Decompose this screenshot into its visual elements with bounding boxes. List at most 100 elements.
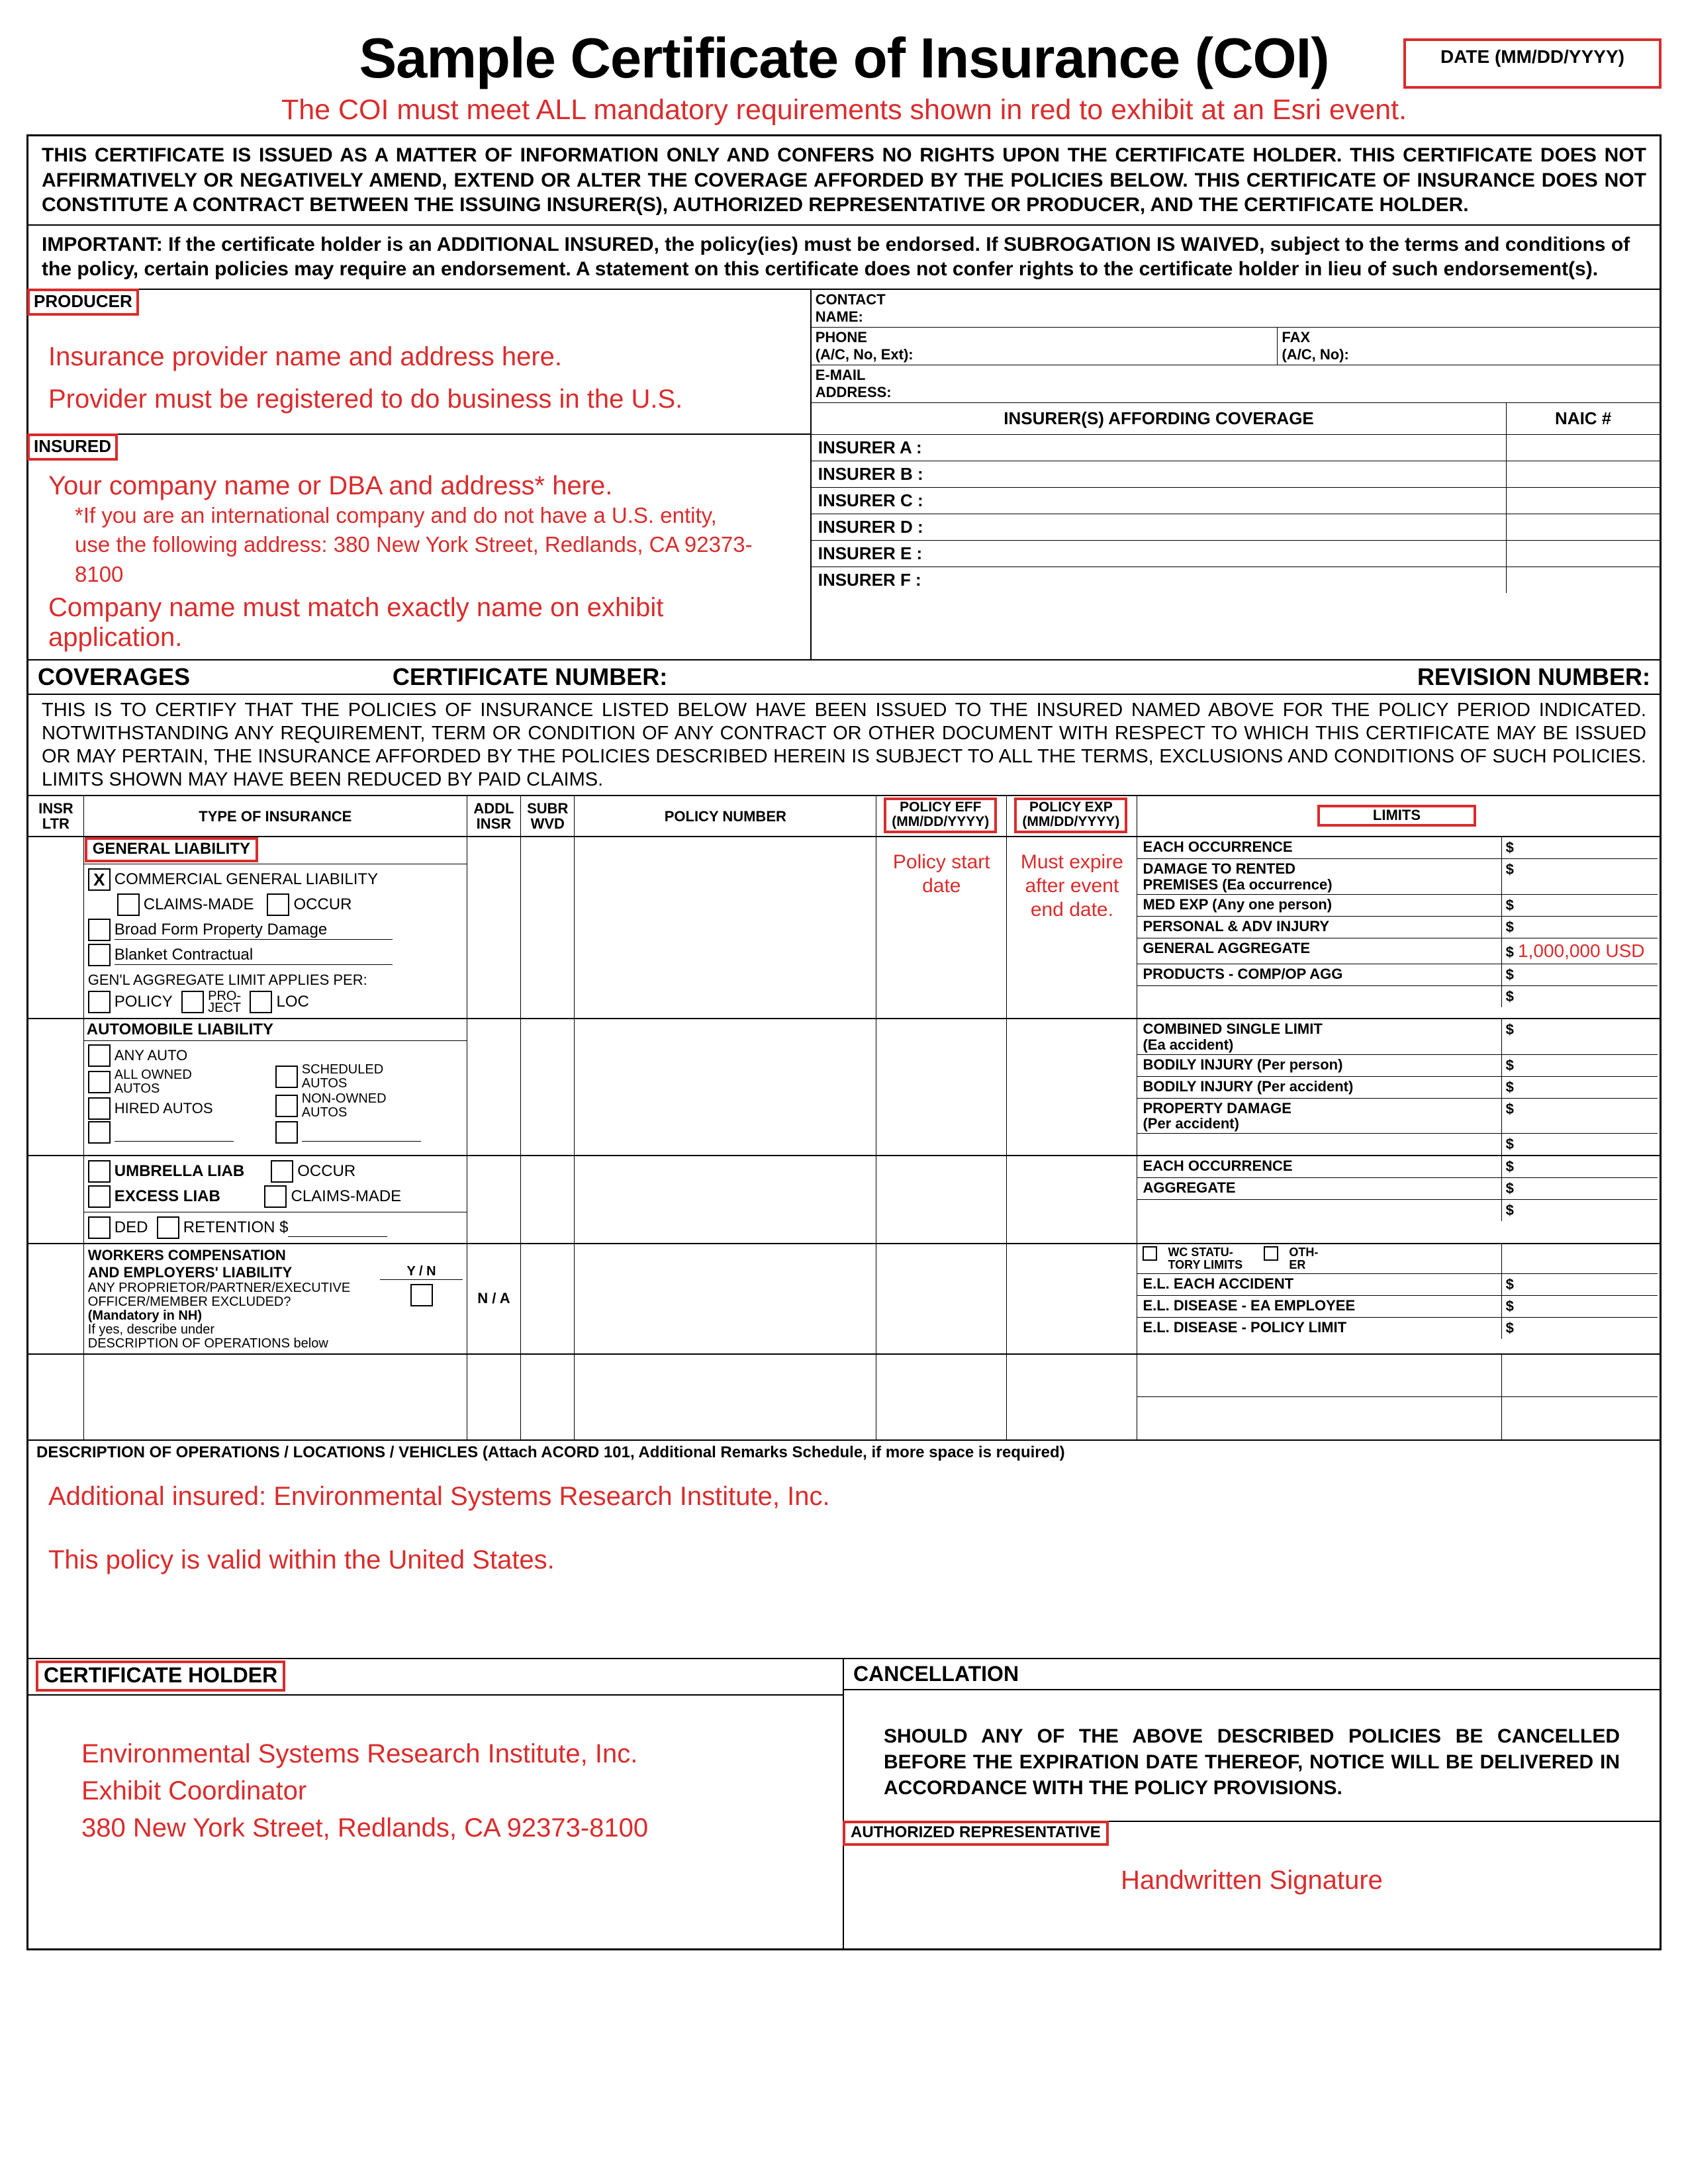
cb-project[interactable] xyxy=(181,991,204,1013)
dollar-sign: $ xyxy=(1502,1134,1658,1155)
cb-broad[interactable] xyxy=(88,919,111,941)
subtitle: The COI must meet ALL mandatory requirem… xyxy=(26,94,1662,126)
dollar-sign: $ xyxy=(1502,964,1658,985)
desc-line2: This policy is valid within the United S… xyxy=(48,1541,1640,1578)
cb-non-owned[interactable] xyxy=(275,1095,298,1117)
general-liability-heading: GENERAL LIABILITY xyxy=(85,837,258,862)
dollar-sign: $ xyxy=(1502,1077,1658,1098)
umb-occur-label: OCCUR xyxy=(297,1162,355,1181)
coverages-heading: COVERAGES xyxy=(38,663,393,691)
cb-hired[interactable] xyxy=(88,1097,111,1120)
cb-umb-occur[interactable] xyxy=(271,1160,293,1183)
cancellation-label: CANCELLATION xyxy=(844,1659,1660,1690)
cb-claims-made[interactable] xyxy=(117,893,140,916)
excess-label: EXCESS LIAB xyxy=(115,1187,220,1206)
dollar-sign: $ xyxy=(1502,1274,1658,1295)
auth-rep-label: AUTHORIZED REPRESENTATIVE xyxy=(843,1821,1109,1846)
policy-start-note: Policy start date xyxy=(876,837,1006,911)
cb-blanket[interactable] xyxy=(88,944,111,966)
cb-excess[interactable] xyxy=(88,1185,111,1208)
cb-commercial-gl[interactable]: X xyxy=(88,868,111,891)
desc-line1: Additional insured: Environmental System… xyxy=(48,1478,1640,1515)
blanket-label: Blanket Contractual xyxy=(115,946,393,965)
commercial-gl-label: COMMERCIAL GENERAL LIABILITY xyxy=(115,870,378,889)
lim-each-occurrence: EACH OCCURRENCE xyxy=(1137,837,1501,858)
insured-label: INSURED xyxy=(27,433,118,461)
yn-label: Y / N xyxy=(380,1264,463,1280)
occur-label: OCCUR xyxy=(293,895,352,914)
insured-note-2: *If you are an international company and… xyxy=(48,501,790,531)
contact-name-label: CONTACT NAME: xyxy=(812,290,1660,327)
non-owned-label: NON-OWNED AUTOS xyxy=(302,1092,387,1120)
cb-all-owned[interactable] xyxy=(88,1071,111,1093)
claims-made-label: CLAIMS-MADE xyxy=(144,895,254,914)
col-limits: LIMITS xyxy=(1317,805,1476,827)
cb-scheduled[interactable] xyxy=(275,1066,298,1088)
naic-header: NAIC # xyxy=(1507,403,1660,434)
na-label: N / A xyxy=(467,1244,521,1353)
insurer-a-label: INSURER A : xyxy=(812,435,1507,461)
cb-umb-claims[interactable] xyxy=(264,1185,287,1208)
dollar-sign: $ xyxy=(1502,837,1658,858)
auto-liability-heading: AUTOMOBILE LIABILITY xyxy=(84,1019,467,1041)
dollar-sign: $ xyxy=(1502,986,1658,1007)
ded-label: DED xyxy=(115,1218,148,1237)
any-auto-label: ANY AUTO xyxy=(115,1047,187,1064)
cb-umbrella[interactable] xyxy=(88,1160,111,1183)
insurer-b-label: INSURER B : xyxy=(812,461,1507,487)
producer-note-2: Provider must be registered to do busine… xyxy=(48,378,790,420)
dollar-sign: $ xyxy=(1502,895,1658,916)
holder-line1: Environmental Systems Research Institute… xyxy=(81,1735,810,1772)
policy-end-note: Must expire after event end date. xyxy=(1007,837,1137,935)
cb-policy[interactable] xyxy=(88,991,111,1013)
lim-umb-each: EACH OCCURRENCE xyxy=(1137,1156,1501,1177)
cb-wc-other[interactable] xyxy=(1264,1246,1278,1261)
cb-wc-statu[interactable] xyxy=(1143,1246,1157,1261)
broad-form-label: Broad Form Property Damage xyxy=(115,921,393,940)
col-type: TYPE OF INSURANCE xyxy=(84,796,467,836)
loc-label: LOC xyxy=(276,993,308,1011)
dollar-sign: $ xyxy=(1502,1156,1658,1177)
lim-property-damage: PROPERTY DAMAGE (Per accident) xyxy=(1137,1099,1501,1133)
cb-loc[interactable] xyxy=(250,991,272,1013)
insurers-header: INSURER(S) AFFORDING COVERAGE xyxy=(812,403,1507,434)
insured-note-1: Your company name or DBA and address* he… xyxy=(48,471,790,501)
hired-label: HIRED AUTOS xyxy=(115,1100,213,1117)
dollar-sign: $ xyxy=(1502,1178,1658,1199)
workers-heading: WORKERS COMPENSATION AND EMPLOYERS' LIAB… xyxy=(88,1247,381,1281)
cb-auto-blank2[interactable] xyxy=(275,1121,298,1144)
lim-el-accident: E.L. EACH ACCIDENT xyxy=(1137,1274,1501,1295)
dollar-sign: $ xyxy=(1502,1296,1658,1317)
lim-el-disease-emp: E.L. DISEASE - EA EMPLOYEE xyxy=(1137,1296,1501,1317)
holder-line2: Exhibit Coordinator xyxy=(81,1772,810,1809)
cb-retention[interactable] xyxy=(157,1216,179,1239)
cb-occur[interactable] xyxy=(267,893,289,916)
col-insr-ltr: INSR LTR xyxy=(28,796,84,836)
insurer-f-label: INSURER F : xyxy=(812,567,1507,593)
revision-number-label: REVISION NUMBER: xyxy=(1166,663,1650,691)
lim-med-exp: MED EXP (Any one person) xyxy=(1137,895,1501,916)
project-label: PRO- JECT xyxy=(208,990,241,1014)
cb-ded[interactable] xyxy=(88,1216,111,1239)
date-box[interactable]: DATE (MM/DD/YYYY) xyxy=(1403,38,1662,89)
umb-claims-label: CLAIMS-MADE xyxy=(291,1187,401,1206)
insured-note-3: use the following address: 380 New York … xyxy=(48,530,790,589)
wc-statu-label: WC STATU- TORY LIMITS xyxy=(1168,1246,1243,1271)
insurer-e-label: INSURER E : xyxy=(812,541,1507,567)
workers-prop-text: ANY PROPRIETOR/PARTNER/EXECUTIVE OFFICER… xyxy=(88,1281,381,1309)
cb-auto-blank1[interactable] xyxy=(88,1121,111,1144)
lim-products: PRODUCTS - COMP/OP AGG xyxy=(1137,964,1501,985)
retention-label: RETENTION $ xyxy=(183,1218,289,1237)
lim-general-agg: GENERAL AGGREGATE xyxy=(1137,938,1501,964)
lim-el-disease-pol: E.L. DISEASE - POLICY LIMIT xyxy=(1137,1318,1501,1339)
cancellation-text: SHOULD ANY OF THE ABOVE DESCRIBED POLICI… xyxy=(884,1723,1620,1801)
cb-any-auto[interactable] xyxy=(88,1044,111,1067)
umbrella-label: UMBRELLA LIAB xyxy=(115,1162,244,1181)
cert-holder-label: CERTIFICATE HOLDER xyxy=(36,1661,285,1692)
dollar-sign: $ xyxy=(1502,1055,1658,1076)
dollar-sign: $ xyxy=(1502,917,1658,938)
insurer-d-label: INSURER D : xyxy=(812,514,1507,540)
dollar-sign: $ xyxy=(1506,944,1514,960)
lim-bi-accident: BODILY INJURY (Per accident) xyxy=(1137,1077,1501,1098)
cb-workers-yn[interactable] xyxy=(410,1284,433,1306)
